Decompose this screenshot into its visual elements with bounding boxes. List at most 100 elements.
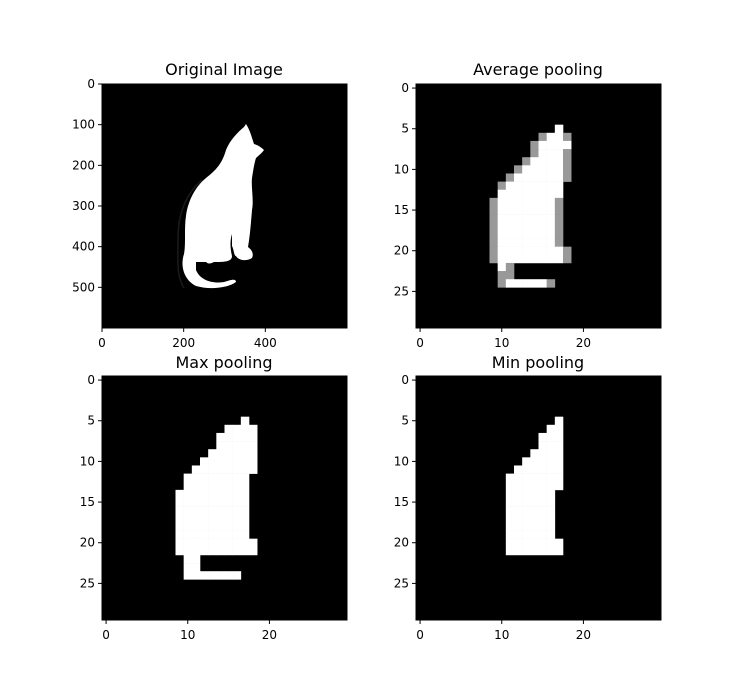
- heatmap-cell: [554, 124, 564, 134]
- heatmap-cell: [522, 197, 531, 207]
- heatmap-cell: [216, 481, 225, 491]
- heatmap-cell: [522, 214, 531, 223]
- heatmap-cell: [505, 530, 515, 539]
- heatmap-cell: [546, 457, 556, 466]
- heatmap-cell: [249, 546, 258, 556]
- heatmap-cell: [216, 522, 225, 531]
- heatmap-cell: [249, 465, 258, 474]
- heatmap-cell: [554, 230, 564, 239]
- heatmap-cell: [522, 546, 531, 556]
- heatmap-cell: [530, 538, 539, 548]
- heatmap-cell: [224, 441, 233, 450]
- heatmap-cell: [489, 230, 498, 239]
- heatmap-cell: [546, 206, 556, 215]
- heatmap-cell: [522, 222, 531, 231]
- panel-average-pooling: Average pooling 0 10 20 0 5 10 15 20 25: [394, 60, 662, 350]
- y-tick-label: 15: [394, 495, 409, 509]
- heatmap-cell: [546, 279, 556, 288]
- heatmap-cell: [522, 498, 531, 507]
- heatmap-cell: [224, 530, 233, 539]
- heatmap-cell: [505, 514, 515, 523]
- heatmap-cell: [522, 165, 531, 174]
- heatmap-cell: [554, 214, 564, 223]
- x-tick-label: 10: [180, 628, 195, 642]
- panel-title-max: Max pooling: [175, 353, 272, 372]
- heatmap-cell: [240, 489, 250, 499]
- heatmap-cell: [514, 197, 523, 207]
- heatmap-cell: [554, 222, 564, 231]
- heatmap-cell: [200, 546, 209, 556]
- x-tick-label: 0: [416, 628, 424, 642]
- heatmap-cell: [489, 246, 498, 256]
- heatmap-cell: [505, 498, 515, 507]
- heatmap-cell: [191, 498, 201, 507]
- heatmap-cell: [497, 246, 507, 256]
- heatmap-cell: [563, 132, 572, 142]
- heatmap-cell: [216, 498, 225, 507]
- heatmap-cell: [538, 173, 547, 182]
- heatmap-cell: [497, 214, 507, 223]
- axes-frame: [101, 375, 348, 621]
- heatmap-cell: [505, 238, 515, 247]
- heatmap-cell: [554, 197, 564, 207]
- x-tick-label: 0: [102, 628, 110, 642]
- heatmap-cell: [240, 432, 250, 442]
- x-tick-label: 20: [576, 628, 591, 642]
- heatmap-cell: [546, 222, 556, 231]
- heatmap-cell: [497, 222, 507, 231]
- heatmap-cell: [216, 465, 225, 474]
- heatmap-cell: [538, 514, 547, 523]
- heatmap-cell: [200, 538, 209, 548]
- heatmap-cell: [200, 571, 209, 580]
- y-tick-label: 10: [394, 162, 409, 176]
- heatmap-cell: [514, 522, 523, 531]
- heatmap-cell: [530, 197, 539, 207]
- heatmap-cell: [240, 457, 250, 466]
- heatmap-cell: [514, 246, 523, 256]
- heatmap-cell: [249, 457, 258, 466]
- heatmap-cell: [554, 457, 564, 466]
- heatmap-cell: [522, 522, 531, 531]
- heatmap-cell: [522, 238, 531, 247]
- heatmap-cell: [200, 530, 209, 539]
- heatmap-cell: [538, 530, 547, 539]
- heatmap-cell: [208, 546, 217, 556]
- heatmap-cell: [530, 173, 539, 182]
- panel-original: Original Image 0 200 400 0 100 200 300 400 500: [72, 60, 348, 350]
- heatmap-cell: [538, 546, 547, 556]
- heatmap-cell: [489, 197, 498, 207]
- heatmap-cell: [563, 149, 572, 158]
- heatmap-cell: [514, 489, 523, 499]
- heatmap-cell: [546, 173, 556, 182]
- y-tick-label: 20: [394, 536, 409, 550]
- heatmap-cell: [208, 522, 217, 531]
- heatmap-cell: [224, 506, 233, 515]
- heatmap-cell: [191, 514, 201, 523]
- heatmap-cell: [240, 538, 250, 548]
- heatmap-cell: [191, 522, 201, 531]
- heatmap-cell: [208, 538, 217, 548]
- heatmap-cell: [208, 530, 217, 539]
- x-tick-label: 20: [576, 336, 591, 350]
- ticks-min: 0 10 20 0 5 10 15 20 25: [394, 373, 591, 642]
- heatmap-cell: [183, 530, 193, 539]
- heatmap-cell: [554, 465, 564, 474]
- heatmap-cell: [546, 230, 556, 239]
- heatmap-cell: [546, 522, 556, 531]
- heatmap-cell: [224, 432, 233, 442]
- heatmap-cell: [224, 522, 233, 531]
- heatmap-cell: [224, 514, 233, 523]
- heatmap-cell: [249, 449, 258, 458]
- y-tick-label: 300: [72, 199, 95, 213]
- heatmap-cell: [514, 514, 523, 523]
- heatmap-cell: [240, 498, 250, 507]
- heatmap-cell: [546, 514, 556, 523]
- heatmap-cell: [497, 271, 507, 280]
- heatmap-cell: [546, 165, 556, 174]
- heatmap-cell: [200, 498, 209, 507]
- heatmap-cell: [191, 489, 201, 499]
- heatmap-cell: [546, 538, 556, 548]
- heatmap-cell: [530, 149, 539, 158]
- heatmap-cell: [505, 197, 515, 207]
- heatmap-cell: [183, 489, 193, 499]
